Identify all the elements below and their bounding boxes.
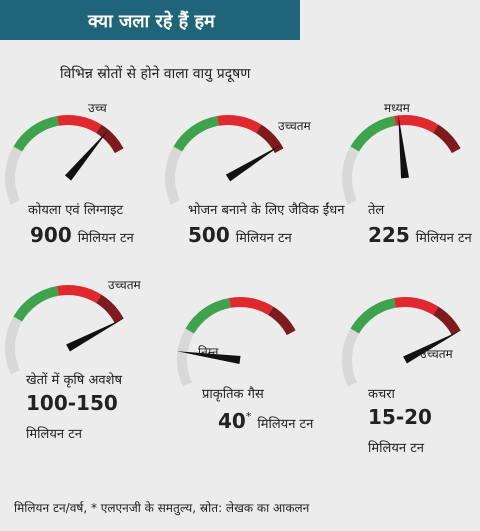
- gauge-arc: [229, 297, 274, 316]
- gauge: [165, 115, 284, 205]
- amount-line: 225 मिलियन टन: [368, 223, 473, 247]
- amount: 15-20: [368, 405, 432, 429]
- amount-line: 15-20: [368, 405, 432, 429]
- gauge: [176, 297, 296, 387]
- gauge-arc: [5, 146, 23, 205]
- level-label: उच्चतम: [108, 278, 142, 292]
- source-label: तेल: [368, 202, 384, 218]
- amount: 500: [188, 223, 230, 247]
- amount: 40: [218, 409, 246, 433]
- unit: मिलियन टन: [416, 230, 473, 246]
- gauge-arc: [185, 297, 232, 334]
- gauge-arc: [394, 115, 439, 134]
- header-bar: [0, 0, 300, 40]
- amount-line: 900 मिलियन टन: [30, 223, 135, 247]
- source-label: भोजन बनाने के लिए जैविक ईंधन: [188, 202, 345, 218]
- level-label: मध्यम: [384, 101, 411, 115]
- needle: [225, 144, 283, 182]
- amount-line: 500 मिलियन टन: [188, 223, 293, 247]
- source-label: कचरा: [368, 387, 396, 402]
- amount-line: 40* मिलियन टन: [218, 409, 314, 433]
- source-label: प्राकृतिक गैस: [202, 386, 264, 402]
- unit: मिलियन टन: [368, 440, 425, 456]
- amount: 100-150: [26, 391, 118, 415]
- gauge-arc: [432, 124, 461, 154]
- title: क्या जला रहे हैं हम: [87, 10, 216, 32]
- gauge: [342, 114, 461, 205]
- needle: [398, 114, 409, 179]
- needle: [403, 329, 462, 364]
- footer: मिलियन टन/वर्ष, * एलएनजी के समतुल्य, स्र…: [14, 501, 310, 516]
- gauge-arc: [217, 115, 262, 134]
- gauge-arc: [255, 124, 284, 154]
- gauge-arc: [342, 146, 360, 205]
- gauge-arc: [57, 285, 102, 304]
- gauge: [5, 285, 125, 375]
- level-label: उच्च: [88, 101, 107, 115]
- gauge-arc: [13, 115, 60, 152]
- amount: 225: [368, 223, 410, 247]
- needle: [64, 128, 110, 181]
- unit: मिलियन टन: [236, 230, 293, 246]
- source-label: खेतों में कृषि अवशेष: [26, 372, 122, 388]
- unit: मिलियन टन: [257, 416, 314, 432]
- needle: [66, 317, 125, 352]
- gauge-arc: [342, 328, 360, 387]
- level-label: उच्चतम: [278, 119, 312, 133]
- subtitle: विभिन्न स्रोतों से होने वाला वायु प्रदूष…: [60, 65, 251, 83]
- gauge-arc: [173, 115, 220, 152]
- needle: [176, 351, 241, 364]
- gauge-arc: [350, 297, 397, 334]
- amount-line: 100-150: [26, 391, 118, 415]
- gauge-arc: [350, 115, 397, 152]
- gauge-arc: [394, 297, 439, 316]
- gauge-arc: [95, 294, 124, 324]
- level-label: उच्चतम: [420, 347, 454, 361]
- amount: 900: [30, 223, 72, 247]
- gauge: [5, 115, 124, 205]
- gauge-arc: [267, 306, 296, 336]
- note-mark: *: [246, 410, 252, 423]
- gauge-arc: [13, 285, 60, 322]
- gauge-arc: [177, 328, 195, 387]
- gauge: [342, 297, 462, 387]
- source-label: कोयला एवं लिग्नाइट: [28, 202, 124, 218]
- gauge-arc: [57, 115, 102, 134]
- level-label: निम्न: [198, 345, 219, 359]
- gauge-arc: [5, 316, 23, 375]
- unit: मिलियन टन: [26, 426, 83, 442]
- gauge-arc: [165, 146, 183, 205]
- gauge-arc: [95, 124, 124, 154]
- unit: मिलियन टन: [78, 230, 135, 246]
- gauge-arc: [432, 306, 461, 336]
